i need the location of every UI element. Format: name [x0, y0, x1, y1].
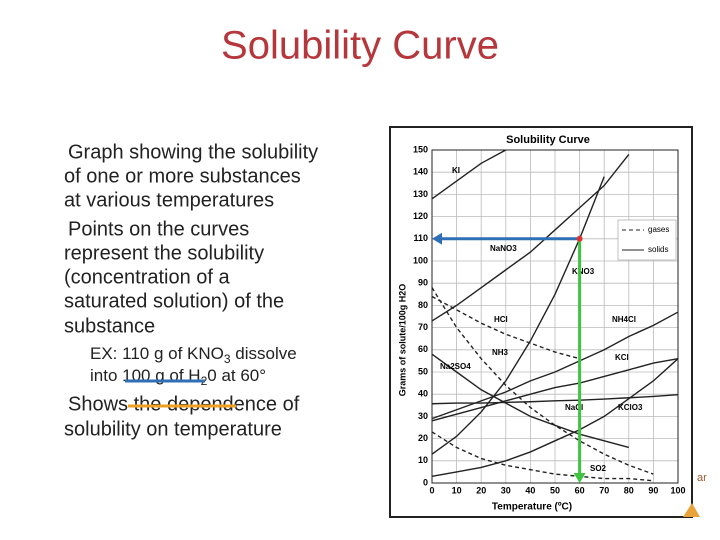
bullet-text: (concentration of a: [64, 266, 231, 288]
legend-label: gases: [648, 225, 669, 234]
x-tick-label: 50: [550, 485, 560, 495]
curve: [431, 393, 679, 405]
curve: [431, 154, 630, 322]
y-tick-label: 50: [418, 366, 428, 376]
green-arrowhead: [573, 473, 586, 483]
y-tick-label: 80: [418, 300, 428, 310]
corner-triangle: [683, 503, 700, 517]
x-tick-label: 60: [575, 485, 585, 495]
curve-label: SO2: [590, 464, 607, 473]
y-tick-label: 0: [423, 477, 428, 487]
bullet-text: solubility on temperature: [64, 418, 282, 440]
bullet-text: substance: [64, 315, 155, 337]
y-axis-label: Grams of solute/100g H2O: [397, 284, 407, 397]
x-axis-label: Temperature (ºC): [492, 502, 572, 513]
x-tick-label: 100: [670, 485, 685, 495]
y-tick-label: 40: [418, 389, 428, 399]
curve: [431, 149, 507, 200]
x-tick-label: 10: [452, 485, 462, 495]
x-tick-label: 0: [429, 485, 434, 495]
curve-label: NaCl: [565, 403, 583, 412]
x-tick-label: 30: [501, 485, 511, 495]
curve-label: KClO3: [618, 403, 643, 412]
bullet-text: represent the solubility: [64, 242, 264, 264]
curve: [431, 353, 629, 449]
y-tick-label: 110: [413, 233, 428, 243]
y-tick-label: 10: [418, 455, 428, 465]
curve-label: HCl: [494, 315, 508, 324]
y-tick-label: 150: [413, 144, 428, 154]
bullet-text: of one or more substances: [64, 165, 301, 187]
bullet-text: Points on the curves: [68, 218, 249, 240]
example-text: EX: 110 g of KNO3 dissolve: [90, 344, 297, 366]
curve: [431, 176, 605, 455]
example-part: into 100 g of H: [90, 366, 201, 385]
legend-label: solids: [648, 245, 668, 254]
bullet-text: Shows the dependence of: [68, 393, 300, 415]
y-tick-label: 60: [418, 344, 428, 354]
legend-box: [617, 219, 677, 261]
chart-title: Solubility Curve: [506, 134, 590, 146]
curve: [431, 287, 654, 475]
curve: [431, 311, 679, 420]
example-part: dissolve: [231, 344, 297, 363]
bullet-text: at various temperatures: [64, 189, 274, 211]
y-tick-label: 100: [413, 255, 428, 265]
corner-text: ar: [697, 472, 707, 484]
y-tick-label: 20: [418, 433, 428, 443]
example-part: EX: 110 g of KNO: [90, 344, 224, 363]
y-tick-label: 130: [413, 189, 428, 199]
curve-label: NaNO3: [490, 244, 517, 253]
highlight-point: [576, 235, 583, 242]
slide-title: Solubility Curve: [221, 24, 499, 68]
plot-frame: [431, 149, 679, 484]
curve: [431, 357, 679, 422]
curve-label: NH3: [492, 348, 509, 357]
curve: [431, 431, 654, 482]
curve-label: NH4Cl: [612, 315, 636, 324]
y-tick-label: 30: [418, 411, 428, 421]
x-tick-label: 40: [525, 485, 535, 495]
curve: [431, 358, 679, 478]
bullet-text: Graph showing the solubility: [68, 141, 318, 163]
blue-arrowhead: [432, 232, 442, 245]
example-text: into 100 g of H20 at 60°: [90, 366, 266, 388]
y-tick-label: 70: [418, 322, 428, 332]
example-part: 0 at 60°: [207, 366, 266, 385]
curve: [431, 295, 580, 360]
x-tick-label: 90: [648, 485, 658, 495]
curve-label: KI: [452, 166, 460, 175]
x-tick-label: 80: [624, 485, 634, 495]
curve-label: KNO3: [572, 267, 595, 276]
curve-label: Na2SO4: [440, 362, 471, 371]
x-tick-label: 20: [476, 485, 486, 495]
y-tick-label: 140: [413, 167, 428, 177]
x-tick-label: 70: [599, 485, 609, 495]
curve-label: KCl: [615, 353, 629, 362]
bullet-text: saturated solution) of the: [64, 290, 284, 312]
y-tick-label: 90: [418, 278, 428, 288]
subscript: 3: [224, 352, 231, 366]
y-tick-label: 120: [413, 211, 428, 221]
